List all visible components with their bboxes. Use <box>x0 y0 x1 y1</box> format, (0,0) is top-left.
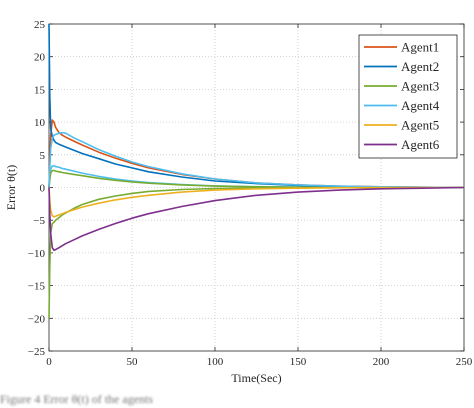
legend-label: Agent1 <box>401 40 439 55</box>
y-tick-label: −5 <box>33 215 45 227</box>
legend-label: Agent3 <box>401 79 439 94</box>
y-tick-label: −20 <box>28 313 46 325</box>
y-tick-label: 0 <box>40 183 46 195</box>
legend-label: Agent5 <box>401 118 439 133</box>
series-line-agent5 <box>48 186 464 218</box>
y-tick-label: 15 <box>34 84 46 96</box>
figure-caption: Figure 4 Error θ(t) of the agents <box>0 392 154 406</box>
y-tick-label: −25 <box>28 346 46 358</box>
x-tick-label: 100 <box>207 356 224 368</box>
y-axis-label: Error θ(t) <box>4 165 18 210</box>
x-tick-label: 50 <box>127 356 139 368</box>
y-tick-label: 25 <box>34 19 46 31</box>
legend-box <box>358 34 458 159</box>
y-tick-label: 5 <box>40 150 46 162</box>
x-tick-label: 0 <box>46 356 52 368</box>
x-tick-label: 250 <box>456 356 473 368</box>
x-axis-label: Time(Sec) <box>231 371 281 385</box>
series-line-agent4 <box>48 131 465 189</box>
legend-label: Agent2 <box>401 59 439 74</box>
y-tick-label: −15 <box>28 281 46 293</box>
y-tick-label: −10 <box>28 248 46 260</box>
y-tick-label: 10 <box>34 117 46 129</box>
legend: Agent1 Agent2 Agent3 Agent4 Agent5 Agent6 <box>358 34 458 159</box>
x-tick-label: 150 <box>290 356 307 368</box>
series-lines <box>48 23 465 319</box>
legend-label: Agent6 <box>401 137 440 152</box>
legend-label: Agent4 <box>401 98 440 113</box>
y-tick-label: 20 <box>34 52 46 64</box>
x-tick-label: 200 <box>373 356 390 368</box>
series-line-agent6 <box>48 186 465 252</box>
